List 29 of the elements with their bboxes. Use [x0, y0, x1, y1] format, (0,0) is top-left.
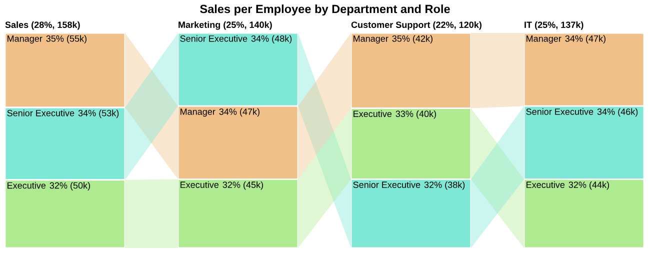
- text: Customer Support (22%, 120k): [351, 21, 482, 30]
- text: Marketing (25%, 140k): [178, 21, 272, 30]
- category-label: Manager: [526, 35, 562, 44]
- category-label: Executive: [526, 181, 565, 188]
- category-label: Senior Executive: [180, 35, 248, 42]
- data-label: 34% (47k): [565, 35, 606, 44]
- data-label: 34% (46k): [597, 108, 638, 117]
- category-label: Manager: [180, 108, 216, 117]
- category-label: Executive: [354, 110, 392, 118]
- data-label: 32% (44k): [568, 181, 609, 190]
- data-label: 33% (40k): [396, 110, 436, 119]
- data-label: 34% (48k): [251, 35, 292, 44]
- data-label: 32% (38k): [424, 181, 465, 190]
- data-label: 34% (47k): [219, 108, 260, 117]
- data-label: 34% (53k): [78, 110, 119, 118]
- category-label: Manager: [8, 35, 42, 44]
- text: Sales per Employee by Department and Role: [200, 4, 450, 16]
- data-label: 32% (45k): [222, 181, 263, 190]
- data-label: 35% (55k): [46, 35, 86, 44]
- data-label: 35% (42k): [392, 35, 432, 44]
- category-label: Senior Executive: [526, 108, 594, 115]
- text: Sales (28%, 158k): [5, 21, 80, 30]
- category-label: Executive: [180, 181, 219, 188]
- category-label: Senior Executive: [7, 110, 74, 116]
- category-label: Senior Executive: [353, 181, 420, 188]
- category-label: Manager: [354, 35, 388, 44]
- text: IT (25%, 137k): [524, 21, 584, 30]
- category-label: Executive: [8, 182, 46, 189]
- data-label: 32% (50k): [50, 182, 90, 190]
